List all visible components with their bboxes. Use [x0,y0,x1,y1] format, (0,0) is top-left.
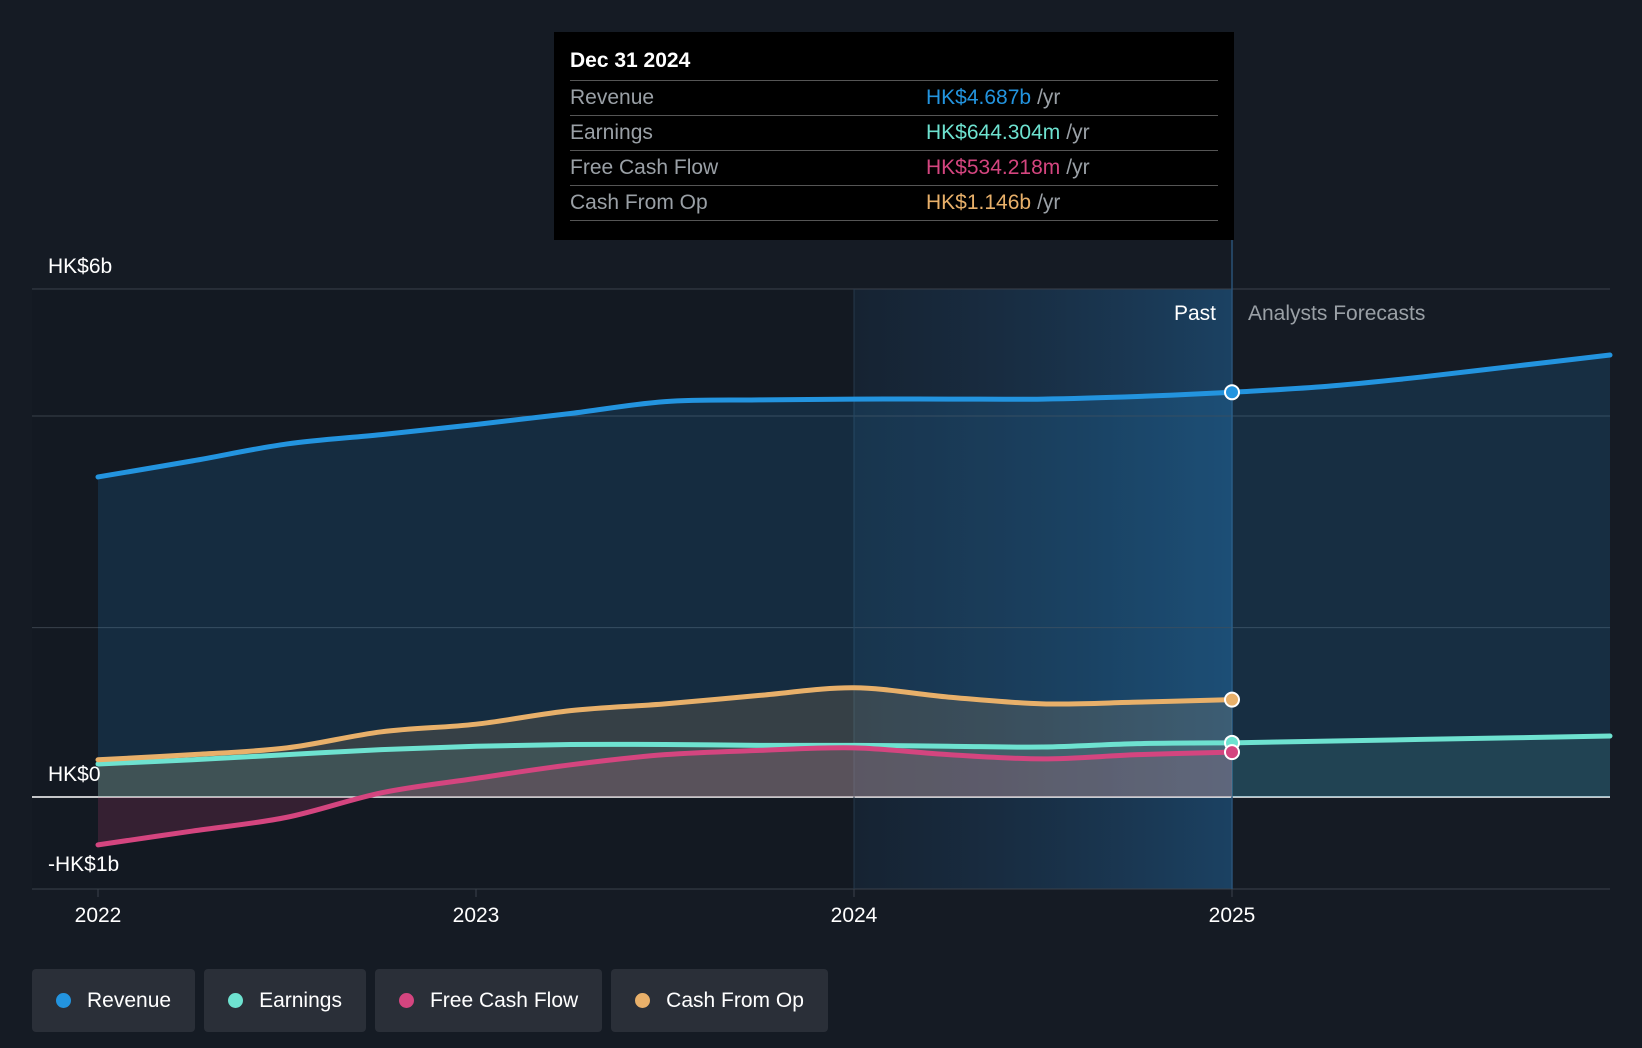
revenue-dot-icon [56,993,71,1008]
tooltip-date: Dec 31 2024 [570,46,1218,81]
forecast-label: Analysts Forecasts [1248,302,1425,325]
legend-label: Revenue [87,988,172,1012]
tooltip-label: Free Cash Flow [570,156,719,179]
tooltip-unit: /yr [1037,86,1061,109]
free-cash-flow-area [98,747,1232,845]
tooltip-row-cash-from-op: Cash From Op HK$1.146b /yr [570,186,1218,221]
tooltip-row-revenue: Revenue HK$4.687b /yr [570,81,1218,116]
legend-label: Cash From Op [666,988,804,1012]
legend-item-cash-from-op[interactable]: Cash From Op [611,969,828,1032]
earnings-dot-icon [228,993,244,1008]
free-cash-flow-dot-icon [398,993,414,1008]
legend-item-earnings[interactable]: Earnings [204,969,366,1032]
past-label: Past [1174,302,1216,325]
tooltip-value: HK$534.218m [926,156,1061,179]
tooltip-value: HK$4.687b [926,86,1032,109]
legend-item-revenue[interactable]: Revenue [32,969,196,1032]
tooltip-unit: /yr [1037,191,1061,214]
tooltip-value: HK$644.304m [926,121,1061,144]
cash-from-op-line [95,685,1235,763]
legend-item-free-cash-flow[interactable]: Free Cash Flow [374,969,603,1032]
legend-label: Earnings [259,988,342,1012]
x-tick-label: 2022 [75,904,122,927]
cash-from-op-marker [1224,691,1240,708]
y-tick-label: HK$6b [48,255,112,278]
tooltip-unit: /yr [1066,156,1090,179]
tooltip-label: Earnings [570,121,653,144]
chart-svg: HK$6b HK$0 -HK$1b 2022 2023 2024 2025 Past Analy… [32,240,1613,927]
cash-from-op-dot-icon [635,993,651,1008]
x-tick-label: 2025 [1209,904,1256,927]
earnings-forecast-line [1229,733,1613,746]
revenue-area [98,355,1610,797]
free-cash-flow-marker [1224,744,1240,761]
legend: Revenue Earnings Free Cash Flow Cash Fro… [32,969,828,1032]
y-tick-label: -HK$1b [48,853,119,876]
revenue-marker [1224,384,1240,401]
tooltip: Dec 31 2024 Revenue HK$4.687b /yr Earnin… [554,32,1234,240]
tooltip-row-earnings: Earnings HK$644.304m /yr [570,116,1218,151]
free-cash-flow-line [95,745,1235,848]
earnings-line [95,740,1235,767]
tooltip-label: Revenue [570,86,655,109]
revenue-forecast-line [1229,352,1613,395]
revenue-line [95,389,1235,480]
x-tick-label: 2023 [453,904,500,927]
highlight-region [854,289,1232,889]
tooltip-row-free-cash-flow: Free Cash Flow HK$534.218m /yr [570,151,1218,186]
tooltip-label: Cash From Op [570,191,708,214]
x-tick-label: 2024 [831,904,878,927]
y-tick-label: HK$0 [48,763,101,786]
legend-label: Free Cash Flow [429,988,579,1012]
tooltip-value: HK$1.146b [926,191,1032,214]
tooltip-unit: /yr [1066,121,1090,144]
